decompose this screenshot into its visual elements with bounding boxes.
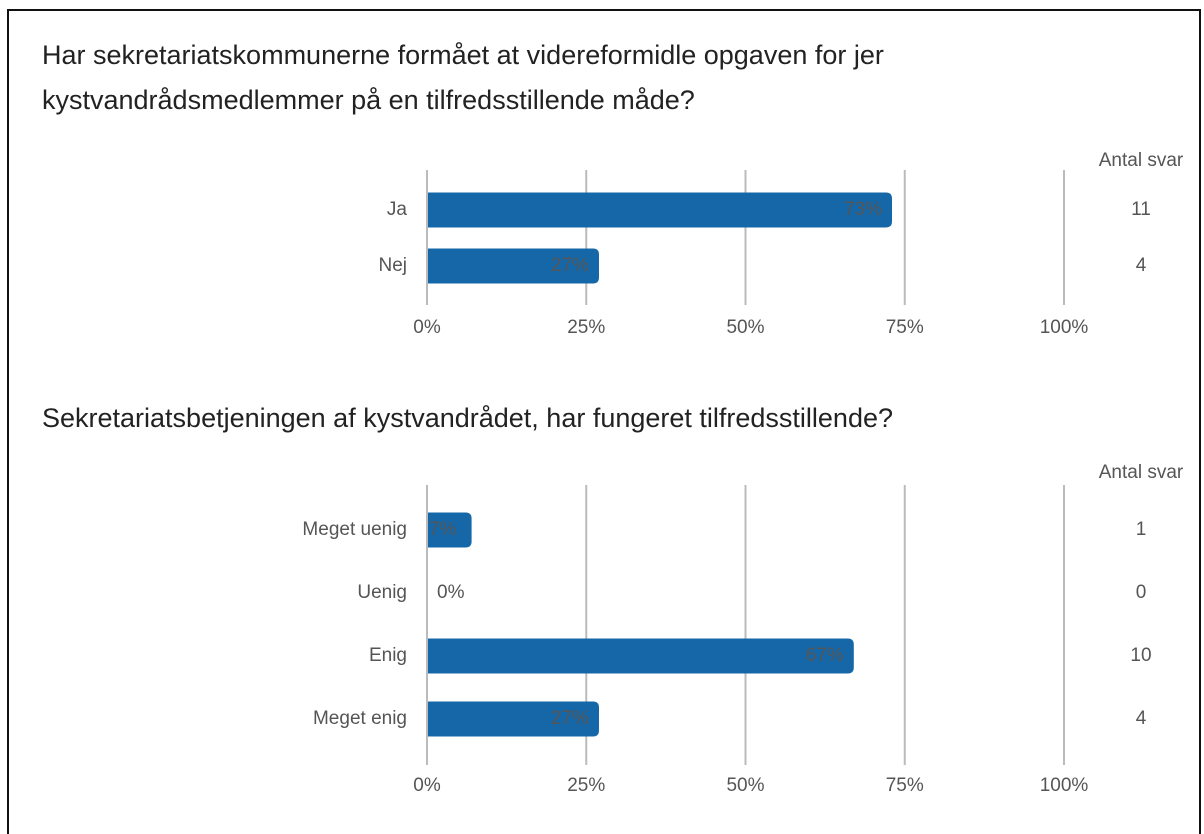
value-label: 27%	[551, 708, 589, 729]
frame	[7, 9, 1201, 834]
bar	[427, 248, 599, 284]
x-tick-label: 100%	[1040, 317, 1089, 338]
y-tick-label: Meget enig	[313, 708, 407, 729]
count-label: 4	[1136, 708, 1147, 729]
y-tick-label: Enig	[369, 645, 407, 666]
count-label: 0	[1136, 582, 1147, 603]
x-tick-label: 50%	[726, 317, 764, 338]
bar	[427, 192, 893, 228]
y-tick-label: Meget uenig	[302, 519, 407, 540]
x-tick-label: 75%	[886, 775, 924, 796]
y-tick-label: Nej	[378, 255, 407, 276]
x-tick-label: 0%	[413, 317, 441, 338]
count-label: 10	[1130, 645, 1151, 666]
value-label: 73%	[844, 199, 882, 220]
bar	[427, 701, 599, 737]
x-tick-label: 0%	[413, 775, 441, 796]
count-label: 1	[1136, 519, 1147, 540]
chart-title: Sekretariatsbetjeningen af kystvandrådet…	[42, 403, 894, 433]
chart-title: Har sekretariatskommunerne formået at vi…	[42, 40, 884, 115]
counts-header: Antal svar	[1099, 150, 1184, 171]
x-tick-label: 25%	[567, 317, 605, 338]
bar	[427, 512, 472, 548]
x-tick-label: 50%	[726, 775, 764, 796]
value-label: 67%	[806, 645, 844, 666]
value-label: 7%	[429, 519, 457, 540]
x-tick-label: 25%	[567, 775, 605, 796]
y-tick-label: Uenig	[357, 582, 407, 603]
counts-header: Antal svar	[1099, 462, 1184, 483]
count-label: 4	[1136, 255, 1147, 276]
value-label: 0%	[437, 582, 465, 603]
y-tick-label: Ja	[387, 199, 408, 220]
value-label: 27%	[551, 255, 589, 276]
count-label: 11	[1131, 199, 1151, 220]
bar	[427, 638, 854, 674]
x-tick-label: 75%	[886, 317, 924, 338]
x-tick-label: 100%	[1040, 775, 1089, 796]
